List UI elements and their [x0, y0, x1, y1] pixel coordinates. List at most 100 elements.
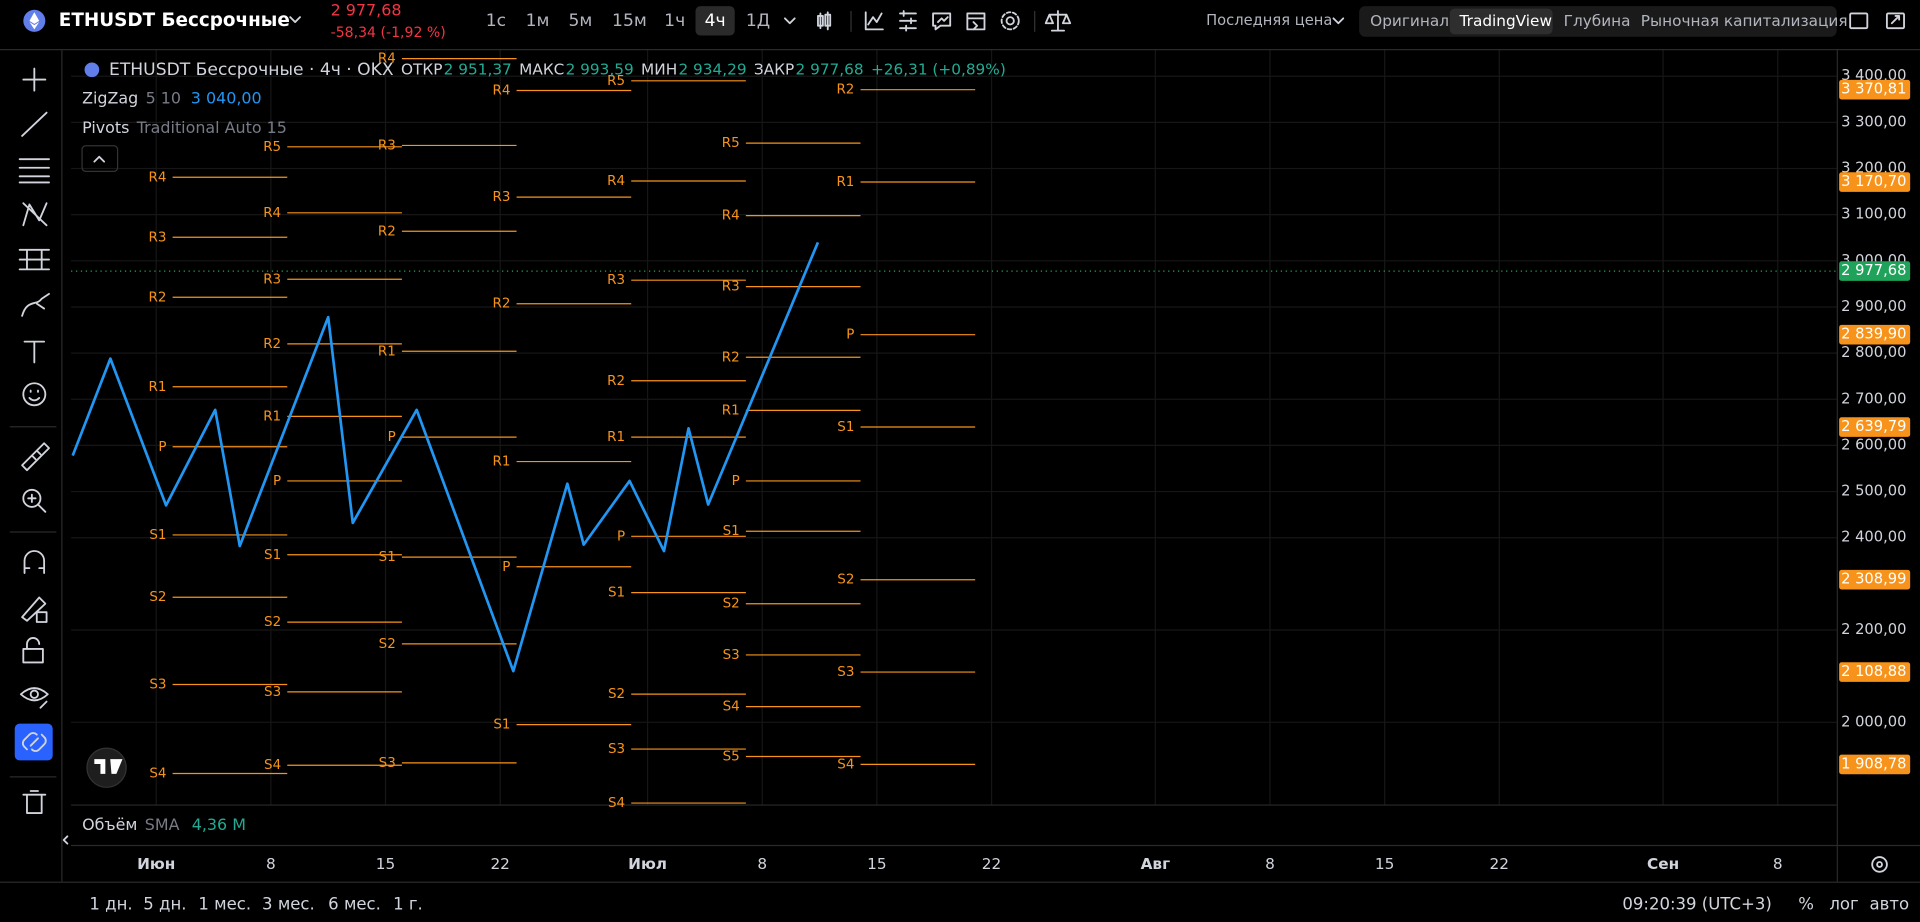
x-tick-label: Июн	[137, 855, 175, 873]
pivot-label: R1	[836, 175, 854, 190]
interval[interactable]: 15м	[612, 11, 647, 31]
alert-icon[interactable]	[932, 12, 952, 31]
fullscreen-icon[interactable]	[1885, 12, 1905, 30]
pivot-label: R2	[263, 337, 281, 352]
magnet-tool[interactable]	[23, 550, 46, 574]
range-button[interactable]: 1 мес.	[198, 894, 251, 913]
range-button[interactable]: 5 дн.	[143, 894, 186, 913]
view-tab[interactable]: Оригинал	[1370, 12, 1449, 30]
lock-drawing-tool[interactable]	[21, 596, 48, 623]
active-view-bg	[1449, 8, 1553, 35]
x-tick-label: Авг	[1141, 855, 1171, 873]
interval[interactable]: 1ч	[664, 11, 685, 31]
trendline-tool[interactable]	[21, 111, 48, 137]
compare-icon[interactable]	[1044, 10, 1072, 32]
pivot-label: S3	[723, 648, 740, 663]
range-button[interactable]: 3 мес.	[262, 894, 315, 913]
range-button[interactable]: 1 дн.	[89, 894, 132, 913]
emoji-tool[interactable]	[22, 382, 47, 407]
grid	[71, 48, 1837, 805]
y-tick-label: 2 200,00	[1841, 621, 1906, 638]
interval[interactable]: 1с	[486, 11, 506, 31]
pivot-label: R3	[149, 230, 167, 245]
pivot-label: R5	[607, 74, 625, 89]
collapse-legend[interactable]	[81, 145, 119, 173]
price-badge-label: 2 839,90	[1841, 326, 1906, 343]
sync-tool[interactable]	[22, 732, 47, 752]
price-badge	[1839, 79, 1911, 100]
range-button[interactable]: 1 г.	[393, 894, 423, 913]
pivot-label: S4	[264, 758, 281, 773]
pivot-label: R2	[493, 297, 511, 312]
pivot-label: S4	[608, 796, 625, 811]
indicator-params: 5 10	[146, 89, 181, 108]
pivot-label: S3	[264, 685, 281, 700]
zigzag-line	[71, 241, 820, 673]
chart-type-icon[interactable]	[817, 11, 832, 31]
pivot-label: S2	[608, 687, 625, 702]
crosshair-tool[interactable]	[22, 67, 47, 92]
settings-icon[interactable]	[1000, 11, 1020, 31]
pivot-label: P	[158, 440, 166, 455]
view-tab[interactable]: Глубина	[1564, 12, 1631, 30]
ohlc-value: 2 934,29	[678, 60, 746, 78]
price-source-dropdown[interactable]	[1332, 17, 1345, 25]
price-badge	[1839, 754, 1911, 775]
pattern-tool[interactable]	[22, 202, 48, 227]
view-tab[interactable]: Рыночная капитализация	[1641, 12, 1848, 30]
scale-toggle[interactable]: %	[1798, 894, 1814, 913]
pivot-label: S4	[837, 757, 854, 772]
templates-icon[interactable]	[899, 10, 917, 32]
delete-tool[interactable]	[22, 790, 47, 814]
legend-coin-icon	[84, 62, 100, 78]
coin-glyph	[29, 12, 40, 30]
brush-tool[interactable]	[21, 292, 50, 317]
indicators-icon[interactable]	[864, 11, 884, 31]
interval[interactable]: 5м	[569, 11, 593, 31]
projection-tool[interactable]	[18, 248, 50, 271]
interval[interactable]: 4ч	[705, 11, 726, 31]
interval-dropdown[interactable]	[783, 17, 796, 25]
volume-ma: SMA	[145, 815, 180, 834]
zoom-tool[interactable]	[22, 488, 47, 513]
text-tool[interactable]	[23, 340, 46, 364]
scale-toggle[interactable]: лог	[1829, 894, 1858, 913]
y-tick-label: 2 000,00	[1841, 713, 1906, 730]
y-tick-label: 2 800,00	[1841, 344, 1906, 361]
pivot-label: R3	[263, 272, 281, 287]
price-badge	[1839, 662, 1911, 682]
pivot-label: R4	[149, 170, 167, 185]
visibility-tool[interactable]	[19, 687, 49, 709]
axis-settings[interactable]	[1871, 856, 1888, 873]
pivot-label: S3	[379, 756, 396, 771]
fib-tool[interactable]	[18, 158, 50, 184]
x-tick-label: 8	[1265, 855, 1275, 873]
collapse-toolbar[interactable]	[62, 835, 69, 845]
interval[interactable]: 1м	[526, 11, 550, 31]
scale-toggle[interactable]: авто	[1870, 894, 1910, 913]
pivot-label: S2	[149, 590, 166, 605]
y-tick-label: 2 500,00	[1841, 483, 1906, 500]
ohlc-label: МАКС	[519, 60, 564, 78]
view-tab[interactable]: TradingView	[1459, 12, 1552, 30]
interval[interactable]: 1Д	[746, 11, 770, 31]
price-source[interactable]: Последняя цена	[1206, 12, 1332, 29]
ruler-tool[interactable]	[21, 442, 50, 472]
tv-logo[interactable]	[86, 747, 127, 788]
header-change: -58,34 (-1,92 %)	[331, 25, 446, 41]
symbol[interactable]: ETHUSDT Бессрочные	[59, 10, 290, 31]
range-button[interactable]: 6 мес.	[328, 894, 381, 913]
ohlc-value: 2 951,37	[444, 60, 512, 78]
legend-title: ETHUSDT Бессрочные · 4ч · OKX	[109, 60, 394, 80]
symbol-dropdown[interactable]	[289, 16, 301, 23]
layout-icon[interactable]	[1849, 12, 1869, 30]
pivot-label: R4	[493, 84, 511, 99]
replay-icon[interactable]	[966, 12, 986, 31]
collapse-legend-icon[interactable]	[93, 155, 106, 163]
ohlc-value: 2 993,59	[566, 60, 634, 78]
pivot-label: S1	[149, 528, 166, 543]
pivot-label: P	[846, 328, 854, 343]
active-interval-bg	[695, 6, 735, 36]
lock-tool[interactable]	[22, 637, 44, 664]
